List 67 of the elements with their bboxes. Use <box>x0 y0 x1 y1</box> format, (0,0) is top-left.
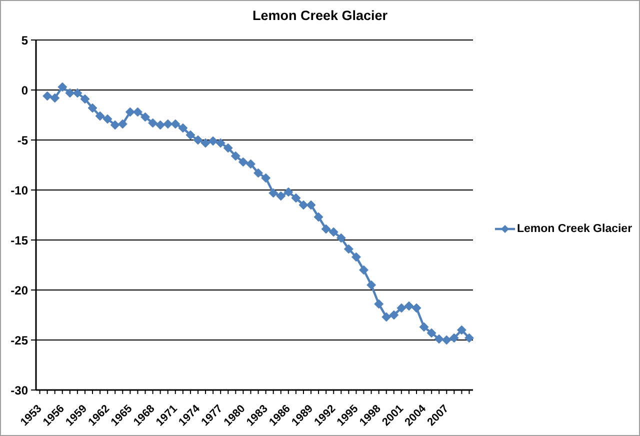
point <box>186 130 196 140</box>
point <box>284 187 294 197</box>
point <box>208 136 218 146</box>
point <box>344 244 354 254</box>
point <box>426 328 436 338</box>
point <box>140 112 150 122</box>
point <box>382 312 392 322</box>
point <box>118 119 128 129</box>
point <box>246 159 256 169</box>
point <box>58 82 68 92</box>
point <box>42 91 52 101</box>
y-tick-label: -10 <box>10 183 28 198</box>
point <box>306 200 316 210</box>
point <box>148 118 158 128</box>
point <box>193 135 203 145</box>
y-tick-label: 0 <box>21 83 28 98</box>
point <box>419 322 429 332</box>
y-tick-label: -30 <box>10 383 28 398</box>
y-tick-label: -15 <box>10 233 28 248</box>
point <box>223 143 233 153</box>
point <box>178 123 188 133</box>
legend-label: Lemon Creek Glacier <box>517 223 632 235</box>
point <box>442 335 452 345</box>
point <box>276 191 286 201</box>
point <box>102 114 112 124</box>
y-tick-label: -5 <box>17 133 28 148</box>
point <box>132 107 142 117</box>
point <box>80 94 90 104</box>
point <box>314 212 324 222</box>
point <box>396 303 406 313</box>
point <box>110 120 120 130</box>
point <box>374 299 384 309</box>
point <box>366 280 376 290</box>
point <box>254 168 264 178</box>
point <box>170 119 180 129</box>
point <box>65 88 75 98</box>
point <box>230 151 240 161</box>
point <box>456 325 466 335</box>
point <box>412 303 422 313</box>
point <box>449 333 459 343</box>
point <box>125 107 135 117</box>
point <box>216 138 226 148</box>
point <box>321 224 331 234</box>
point <box>336 233 346 243</box>
point <box>261 173 271 183</box>
point <box>95 111 105 121</box>
point <box>404 301 414 311</box>
point <box>298 200 308 210</box>
point <box>351 252 361 262</box>
point <box>359 265 368 275</box>
y-tick-label: 5 <box>21 33 28 48</box>
point <box>268 188 278 198</box>
y-tick-label: -20 <box>10 283 28 298</box>
point <box>200 138 210 148</box>
point <box>238 157 248 167</box>
chart-title: Lemon Creek Glacier <box>251 8 389 23</box>
point <box>434 334 444 344</box>
point <box>88 103 98 113</box>
point <box>156 120 166 130</box>
point <box>464 333 474 343</box>
point <box>389 310 399 320</box>
point <box>163 119 173 129</box>
point <box>291 193 301 203</box>
point <box>328 227 338 237</box>
point <box>72 88 82 98</box>
point <box>50 93 60 103</box>
y-tick-label: -25 <box>10 333 28 348</box>
